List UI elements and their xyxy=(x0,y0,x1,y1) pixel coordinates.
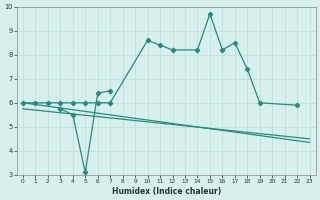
X-axis label: Humidex (Indice chaleur): Humidex (Indice chaleur) xyxy=(112,187,221,196)
